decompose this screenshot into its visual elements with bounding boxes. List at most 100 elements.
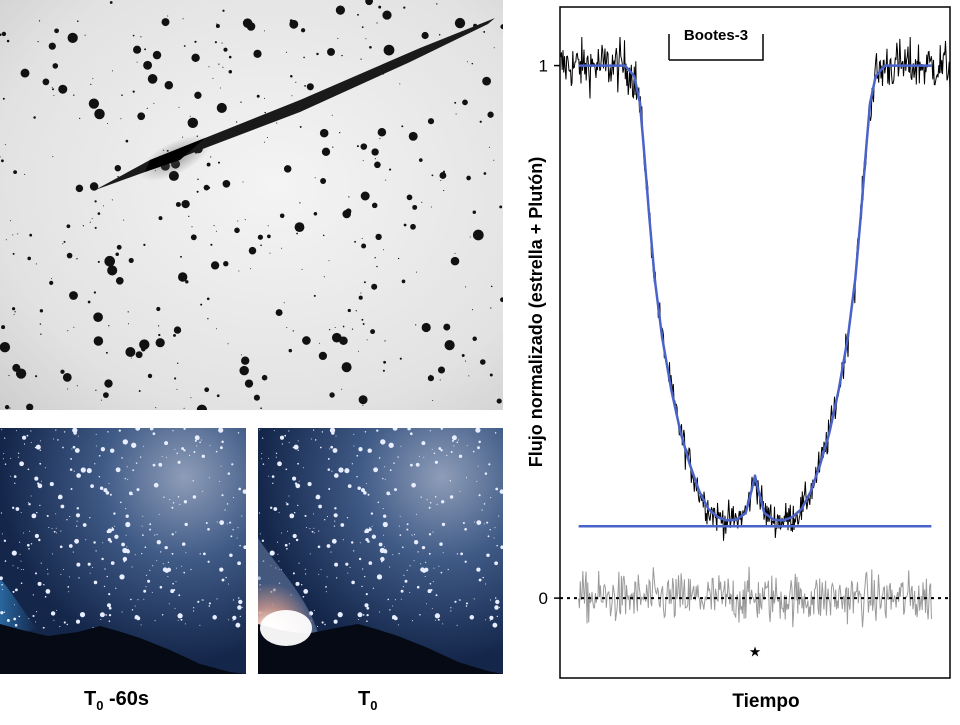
star [438,565,440,567]
star [473,598,475,600]
star [424,575,426,578]
star [20,582,23,584]
star [193,451,196,453]
star [434,613,441,619]
star [51,86,53,88]
star [76,525,78,527]
star [333,525,336,527]
star [273,507,278,511]
star [69,516,71,518]
star [179,503,181,505]
star [496,615,498,618]
star [441,500,445,504]
star [439,542,443,546]
star [442,552,444,554]
star [295,538,299,542]
star [26,543,30,547]
star [486,553,490,557]
star [100,399,102,401]
star [371,202,378,209]
star [143,589,147,593]
star [4,144,6,146]
star [190,397,192,399]
star [302,467,304,469]
star [361,488,365,493]
star [256,94,260,98]
star [158,333,161,337]
star [289,19,299,29]
star [135,462,138,464]
star [68,544,73,548]
star [373,467,379,473]
star [142,515,144,517]
star [62,569,64,570]
star [37,482,40,485]
star [297,449,299,451]
star [90,83,92,85]
star [49,482,54,487]
star [353,445,355,447]
star [325,591,327,593]
star [192,495,197,499]
star [53,438,54,440]
star [460,552,463,556]
star [450,607,452,609]
star [134,614,139,620]
star [454,252,456,254]
star [267,225,269,227]
star [489,620,491,621]
star [364,575,366,578]
star [174,377,177,380]
star [162,563,164,565]
star [40,562,42,564]
star [10,457,12,459]
star [214,41,217,44]
star [318,342,320,344]
star [12,565,14,567]
star [6,619,10,622]
residual-star-marker: ★ [749,643,762,659]
star [285,502,287,504]
star [192,480,194,482]
star [13,475,17,478]
star [385,179,387,181]
star [149,569,151,571]
star [462,521,465,525]
star [52,88,54,91]
star [319,446,322,449]
star [429,582,432,585]
star [440,179,442,182]
star [116,244,122,250]
star [37,483,43,489]
star [275,452,278,454]
star [377,501,380,504]
star [363,281,366,284]
star [39,449,42,451]
star [82,523,87,527]
star [407,426,411,431]
star [115,467,121,473]
star [0,512,3,514]
star [140,36,142,38]
star [94,226,97,229]
star [365,0,373,6]
star [166,567,172,572]
star [108,483,110,485]
star [66,519,68,521]
star [124,477,126,480]
star [298,480,300,482]
star [387,598,390,601]
star [218,63,220,65]
occultation-star-field-image [0,0,506,415]
star [394,488,397,492]
star [1,429,3,431]
star [212,615,217,620]
star [240,101,242,103]
star [94,108,105,120]
star [0,576,3,580]
star [464,360,467,362]
star [318,573,320,575]
star [95,389,97,391]
star [131,566,133,568]
star [259,429,261,431]
